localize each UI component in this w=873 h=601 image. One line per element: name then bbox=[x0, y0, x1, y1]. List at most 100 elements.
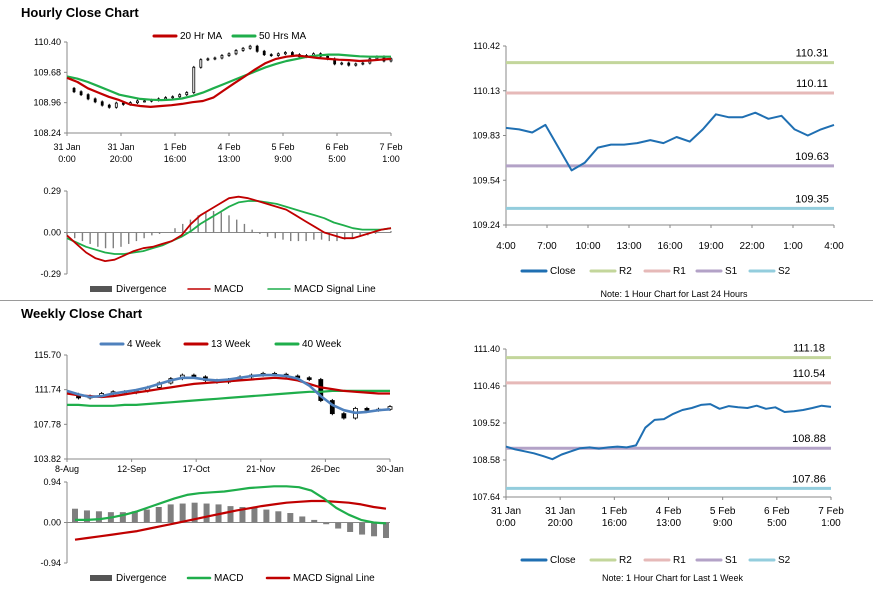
weekly-divergence-bar bbox=[347, 522, 354, 532]
weekly-divergence-bar bbox=[299, 516, 306, 523]
weekly-divergence-bar bbox=[227, 506, 234, 523]
weekly-ma-4-line bbox=[66, 373, 391, 415]
hourly-price-candle bbox=[241, 47, 245, 51]
weekly-close-level-r1-label: 110.54 bbox=[793, 368, 826, 380]
hourly-legend-divergence-label: Divergence bbox=[116, 284, 167, 295]
hourly-price-candle bbox=[164, 97, 168, 100]
hourly-close-x-tick-label: 4:00 bbox=[824, 241, 844, 252]
hourly-price-candle bbox=[171, 96, 175, 99]
hourly-close-level-r2-label: 110.31 bbox=[796, 48, 829, 60]
hourly-price-candle bbox=[234, 50, 238, 55]
weekly-close-chart: 111.40 110.46 109.52 108.58 107.64 111.18 110.… bbox=[472, 343, 844, 583]
weekly-close-x-tick-label: 6 Feb bbox=[764, 506, 790, 517]
hourly-legend-20hr-ma-label: 20 Hr MA bbox=[180, 31, 223, 42]
hourly-close-y-tick-label: 109.83 bbox=[472, 131, 500, 141]
hourly-price-y-tick-label: 109.68 bbox=[33, 67, 61, 77]
hourly-ma-20-line bbox=[66, 54, 392, 109]
weekly-close-x-tick-label: 31 Jan bbox=[491, 506, 521, 517]
hourly-price-candle bbox=[72, 87, 76, 93]
hourly-price-y-tick-label: 108.96 bbox=[33, 98, 61, 108]
hourly-close-y-tick-label: 109.54 bbox=[472, 175, 500, 185]
weekly-divergence-bar bbox=[275, 511, 282, 523]
weekly-legend-40-week-label: 40 Week bbox=[302, 339, 342, 350]
weekly-divergence-bar bbox=[239, 506, 246, 523]
weekly-divergence-bar bbox=[323, 522, 330, 525]
weekly-price-x-tick-label: 17-Oct bbox=[183, 464, 211, 474]
weekly-macd-y-tick-label: 0.94 bbox=[43, 477, 61, 487]
hourly-close-close-line bbox=[505, 111, 835, 172]
weekly-price-candle bbox=[306, 377, 312, 380]
weekly-ma-13-line bbox=[66, 376, 390, 399]
weekly-close-y-tick-label: 107.64 bbox=[472, 492, 500, 502]
weekly-close-legend-r2-label: R2 bbox=[619, 555, 632, 566]
hourly-price-x-tick-label: 13:00 bbox=[218, 154, 241, 164]
weekly-divergence-bar bbox=[119, 512, 126, 523]
hourly-price-candle bbox=[107, 104, 111, 108]
hourly-price-candle bbox=[185, 92, 189, 96]
weekly-price-x-tick-label: 26-Dec bbox=[311, 464, 341, 474]
weekly-price-x-tick-label: 30-Jan bbox=[376, 464, 404, 474]
hourly-macd-y-tick-label: -0.29 bbox=[40, 269, 61, 279]
hourly-price-candle bbox=[213, 57, 217, 60]
weekly-divergence-bar bbox=[143, 509, 150, 523]
weekly-close-x-tick-label: 5:00 bbox=[767, 518, 787, 529]
weekly-divergence-bar bbox=[287, 513, 294, 523]
hourly-macd-signal-line bbox=[66, 200, 392, 255]
weekly-price-chart: 115.70 111.74 107.78 103.828-Aug 12-Sep 17-Oc… bbox=[33, 339, 403, 474]
hourly-price-x-tick-label: 6 Feb bbox=[325, 142, 348, 152]
weekly-divergence-bar bbox=[191, 502, 198, 523]
weekly-price-x-tick-label: 8-Aug bbox=[55, 464, 79, 474]
hourly-macd-chart: 0.29 0.00 -0.29 Divergence MACD MACD Signal L… bbox=[40, 186, 392, 295]
weekly-close-legend-s1-label: S1 bbox=[725, 555, 738, 566]
hourly-price-candle bbox=[79, 91, 83, 96]
hourly-price-candle bbox=[192, 66, 196, 93]
weekly-price-candle bbox=[318, 379, 324, 401]
weekly-close-x-tick-label: 4 Feb bbox=[656, 506, 682, 517]
weekly-divergence-bar bbox=[383, 522, 389, 539]
hourly-legend-macd-label: MACD bbox=[214, 284, 243, 295]
weekly-divergence-bar bbox=[155, 506, 162, 523]
weekly-close-close-line bbox=[505, 403, 832, 461]
hourly-price-candle bbox=[136, 100, 139, 104]
hourly-price-x-tick-label: 9:00 bbox=[274, 154, 292, 164]
hourly-close-x-tick-label: 1:00 bbox=[783, 241, 803, 252]
weekly-close-x-tick-label: 13:00 bbox=[656, 518, 681, 529]
hourly-price-candle bbox=[143, 100, 146, 103]
hourly-close-level-s2-label: 109.35 bbox=[795, 193, 829, 205]
weekly-close-x-tick-label: 20:00 bbox=[548, 518, 573, 529]
weekly-close-x-tick-label: 0:00 bbox=[496, 518, 516, 529]
weekly-price-x-tick-label: 12-Sep bbox=[117, 464, 146, 474]
hourly-price-candle bbox=[269, 54, 273, 57]
hourly-legend-divergence-swatch bbox=[90, 286, 112, 292]
hourly-price-x-tick-label: 31 Jan bbox=[107, 142, 134, 152]
weekly-close-x-tick-label: 7 Feb bbox=[818, 506, 844, 517]
hourly-price-candle bbox=[100, 101, 104, 106]
weekly-divergence-bar bbox=[179, 503, 186, 523]
weekly-price-y-tick-label: 107.78 bbox=[33, 419, 61, 429]
weekly-macd-line bbox=[75, 485, 387, 525]
weekly-close-y-tick-label: 110.46 bbox=[473, 381, 500, 391]
hourly-close-x-tick-label: 22:00 bbox=[739, 241, 764, 252]
weekly-ma-40-line bbox=[67, 389, 390, 407]
weekly-close-x-tick-label: 9:00 bbox=[713, 518, 733, 529]
weekly-macd-signal-line bbox=[74, 499, 387, 541]
hourly-price-candle bbox=[361, 62, 365, 65]
weekly-section-title: Weekly Close Chart bbox=[21, 306, 143, 321]
weekly-price-x-tick-label: 21-Nov bbox=[246, 464, 276, 474]
hourly-price-x-tick-label: 31 Jan bbox=[53, 142, 80, 152]
weekly-legend-4-week-label: 4 Week bbox=[127, 339, 162, 350]
weekly-close-y-tick-label: 109.52 bbox=[472, 418, 500, 428]
weekly-divergence-bar bbox=[311, 519, 318, 523]
hourly-close-level-r1-label: 110.11 bbox=[796, 78, 828, 90]
hourly-price-candle bbox=[178, 94, 182, 98]
weekly-close-y-tick-label: 111.40 bbox=[474, 344, 500, 354]
hourly-price-y-tick-label: 108.24 bbox=[33, 128, 61, 138]
weekly-close-x-tick-label: 16:00 bbox=[602, 518, 627, 529]
hourly-price-x-tick-label: 4 Feb bbox=[217, 142, 240, 152]
weekly-price-candle bbox=[341, 413, 347, 419]
weekly-close-x-tick-label: 5 Feb bbox=[710, 506, 736, 517]
weekly-close-level-s1-label: 108.88 bbox=[792, 433, 826, 445]
weekly-legend-divergence-swatch bbox=[90, 575, 112, 581]
hourly-price-candle bbox=[262, 50, 266, 56]
